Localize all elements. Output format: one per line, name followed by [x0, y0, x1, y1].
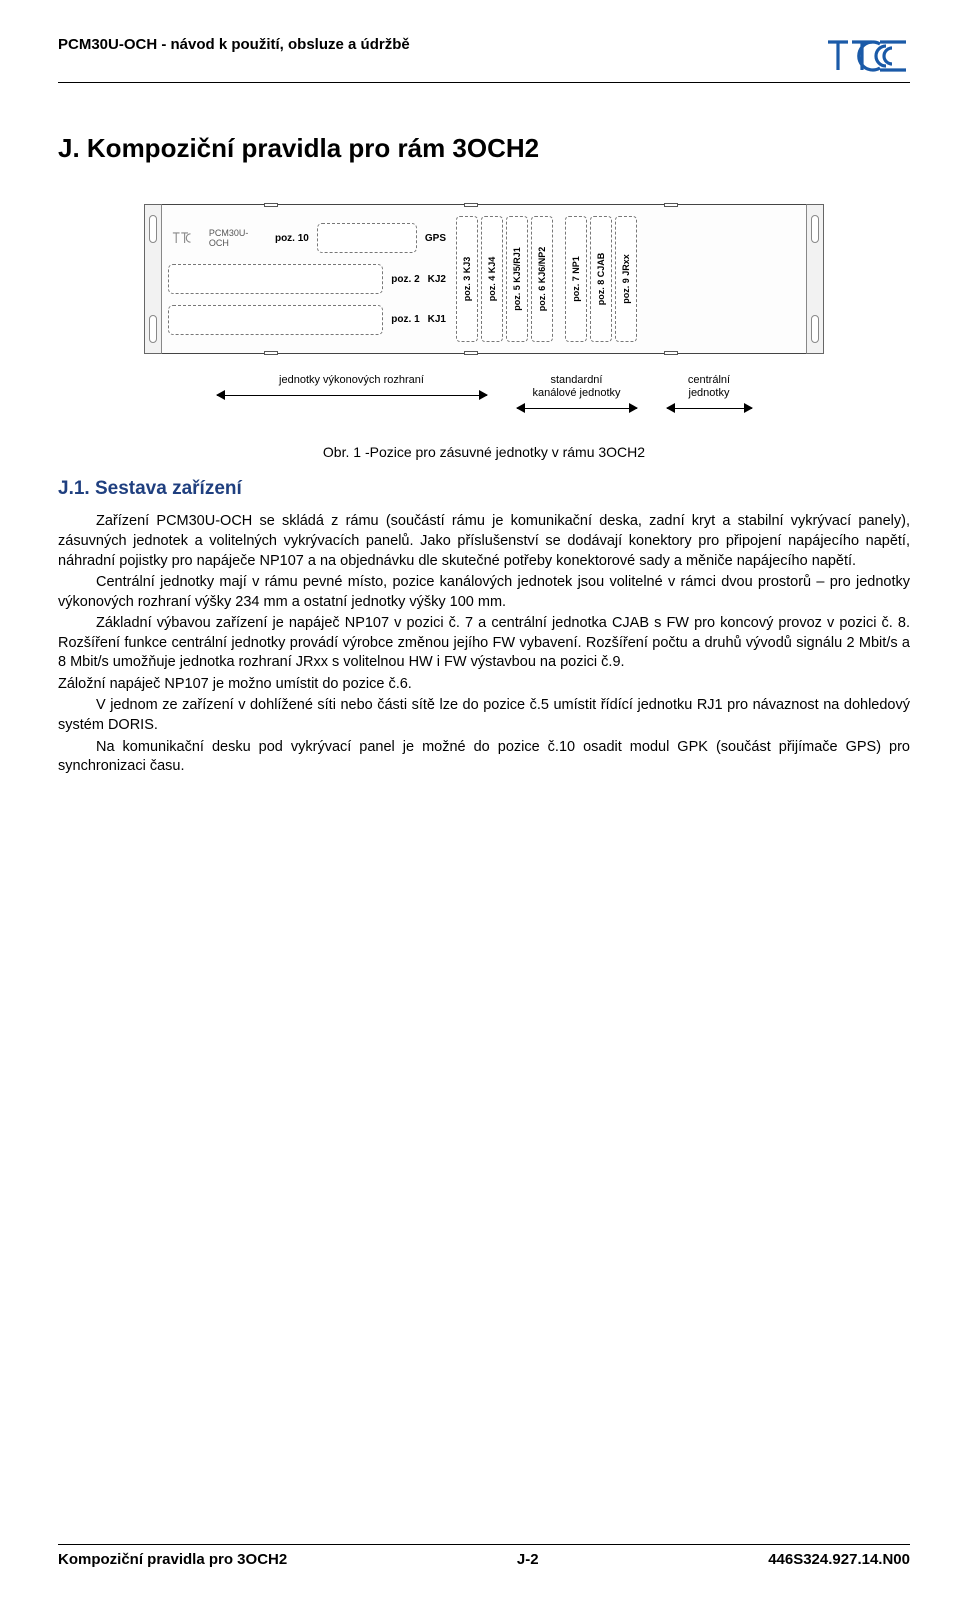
- rack-logo: PCM30U-OCH: [168, 228, 259, 248]
- slot-pos-2: poz. 2: [391, 274, 419, 285]
- vert-slot-cjab: poz. 8 CJAB: [590, 216, 612, 342]
- page-footer: Kompoziční pravidla pro 3OCH2 J-2 446S32…: [58, 1544, 910, 1568]
- ttc-logo: [824, 36, 910, 76]
- rack-diagram: PCM30U-OCH poz. 10 GPS poz. 2 KJ2: [58, 204, 910, 354]
- slot-gps: [317, 223, 417, 253]
- paragraph: Centrální jednotky mají v rámu pevné mís…: [58, 573, 910, 612]
- range-label: centrálníjednotky: [688, 374, 730, 400]
- paragraph: V jednom ze zařízení v dohlížené síti ne…: [58, 696, 910, 735]
- range-label: jednotky výkonových rozhraní: [279, 374, 424, 387]
- vert-slot-kj6-np2: poz. 6 KJ6/NP2: [531, 216, 553, 342]
- slot-kj1: [168, 305, 383, 335]
- range-label: standardníkanálové jednotky: [532, 374, 620, 400]
- vert-slot-np1: poz. 7 NP1: [565, 216, 587, 342]
- paragraph: Záložní napáječ NP107 je možno umístit d…: [58, 675, 910, 695]
- slot-kj2: [168, 264, 383, 294]
- slot-label-kj1: KJ1: [428, 314, 446, 325]
- header-rule: [58, 82, 910, 83]
- slot-pos-1: poz. 1: [391, 314, 419, 325]
- paragraph: Na komunikační desku pod vykrývací panel…: [58, 738, 910, 777]
- paragraph: Základní výbavou zařízení je napáječ NP1…: [58, 614, 910, 673]
- doc-title: PCM30U-OCH - návod k použití, obsluze a …: [58, 36, 410, 53]
- rack-model: PCM30U-OCH: [209, 228, 259, 248]
- footer-left: Kompoziční pravidla pro 3OCH2: [58, 1551, 287, 1568]
- vert-slot-kj3: poz. 3 KJ3: [456, 216, 478, 342]
- slot-label-gps: GPS: [425, 233, 446, 244]
- slot-label-kj2: KJ2: [428, 274, 446, 285]
- page-title: J. Kompoziční pravidla pro rám 3OCH2: [58, 133, 910, 164]
- slot-pos-10: poz. 10: [275, 233, 309, 244]
- vert-slot-kj5-rj1: poz. 5 KJ5/RJ1: [506, 216, 528, 342]
- footer-right: 446S324.927.14.N00: [768, 1551, 910, 1568]
- vert-slot-jrxx: poz. 9 JRxx: [615, 216, 637, 342]
- range-arrows: jednotky výkonových rozhraní standardníka…: [58, 374, 910, 414]
- section-heading: J.1. Sestava zařízení: [58, 478, 910, 500]
- figure-caption: Obr. 1 -Pozice pro zásuvné jednotky v rá…: [58, 444, 910, 460]
- footer-center: J-2: [517, 1551, 539, 1568]
- vert-slot-kj4: poz. 4 KJ4: [481, 216, 503, 342]
- body-text: Zařízení PCM30U-OCH se skládá z rámu (so…: [58, 512, 910, 776]
- paragraph: Zařízení PCM30U-OCH se skládá z rámu (so…: [58, 512, 910, 571]
